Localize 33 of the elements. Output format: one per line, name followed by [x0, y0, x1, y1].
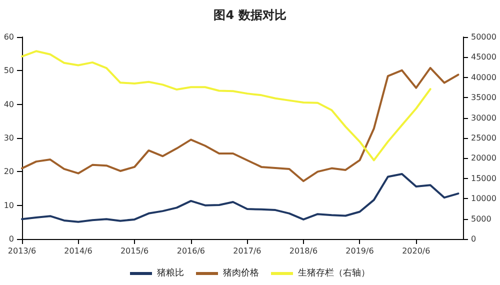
legend-label: 生猪存栏（右轴） [298, 268, 370, 278]
y2-tick-label: 35000 [471, 93, 496, 102]
x-tick-label: 2018/6 [289, 246, 318, 256]
y-tick-label: 0 [8, 234, 14, 244]
y2-tick-label: 45000 [471, 52, 496, 62]
legend-label: 猪粮比 [157, 268, 184, 278]
x-tick-label: 2020/6 [402, 246, 430, 256]
y2-tick-label: 20000 [471, 154, 496, 163]
y-tick-label: 20 [4, 167, 14, 176]
y2-tick-label: 30000 [471, 113, 496, 122]
y-tick-label: 50 [4, 66, 14, 76]
line-series [21, 173, 460, 223]
y2-tick-label: 10000 [471, 194, 496, 204]
y2-tick-label: 50000 [471, 32, 496, 42]
x-tick-label: 2016/6 [176, 246, 206, 256]
x-tick-label: 2019/6 [346, 246, 374, 256]
y2-tick-label: 5000 [471, 214, 492, 224]
line-series [21, 50, 432, 162]
y2-tick-label: 15000 [471, 174, 496, 183]
line-series [21, 66, 460, 182]
legend-label: 猪肉价格 [223, 268, 259, 278]
x-tick-label: 2014/6 [64, 246, 92, 256]
y2-tick-label: 25000 [471, 134, 496, 142]
x-tick-label: 2017/6 [233, 246, 262, 256]
y2-tick-label: 40000 [471, 72, 496, 82]
chart-title: 图4 数据对比 [214, 8, 286, 22]
y-tick-label: 60 [4, 32, 14, 42]
x-tick-label: 2015/6 [120, 246, 149, 256]
y-tick-label: 40 [4, 100, 14, 109]
y-tick-label: 10 [4, 200, 14, 210]
y-tick-label: 30 [4, 134, 14, 142]
y2-tick-label: 0 [471, 234, 476, 244]
x-tick-label: 2013/6 [8, 246, 36, 256]
